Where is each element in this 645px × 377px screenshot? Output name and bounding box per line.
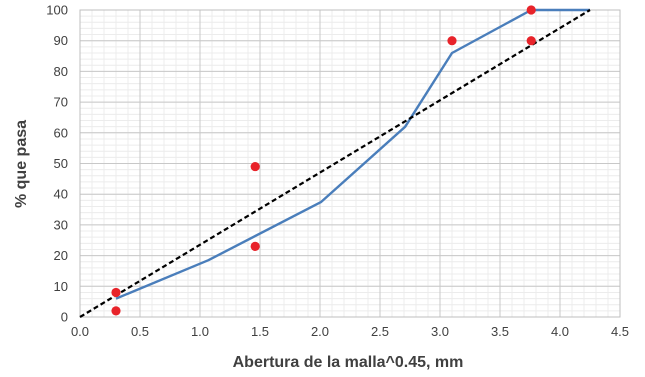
data-point	[447, 36, 457, 46]
y-tick-label: 60	[54, 125, 68, 140]
x-tick-label: 0.0	[71, 324, 89, 339]
major-grid	[79, 9, 621, 318]
x-tick-label: 2.0	[311, 324, 329, 339]
x-tick-label: 2.5	[371, 324, 389, 339]
data-point	[250, 241, 260, 251]
data-point	[250, 161, 260, 172]
tick-labels: 0.0 0.5 1.0 1.5 2.0 2.5 3.0 3.5 4.0 4.5 0 10 20 30 40 5…	[46, 3, 629, 340]
x-tick-label: 1.5	[251, 324, 269, 339]
y-tick-label: 20	[54, 248, 68, 263]
y-tick-label: 40	[54, 187, 68, 202]
data-point	[111, 306, 121, 316]
x-tick-label: 3.5	[491, 324, 509, 339]
axes	[79, 9, 621, 318]
x-tick-label: 1.0	[191, 324, 209, 339]
y-tick-label: 90	[54, 33, 68, 48]
y-tick-label: 30	[54, 217, 68, 232]
y-tick-label: 70	[54, 95, 68, 110]
plot-area-border	[79, 9, 621, 318]
data-point	[526, 36, 536, 46]
y-tick-label: 50	[54, 156, 68, 171]
x-tick-label: 4.5	[611, 324, 629, 339]
x-tick-label: 0.5	[131, 324, 149, 339]
data-point	[111, 287, 121, 298]
y-tick-label: 0	[61, 310, 68, 325]
data-point	[526, 5, 536, 15]
maximum-density-line	[79, 9, 591, 318]
y-tick-label: 100	[46, 3, 68, 18]
x-tick-label: 4.0	[551, 324, 569, 339]
y-axis-title: % que pasa	[13, 120, 30, 208]
y-tick-label: 10	[54, 279, 68, 294]
x-tick-label: 3.0	[431, 324, 449, 339]
y-tick-label: 80	[54, 64, 68, 79]
series-layer	[79, 5, 591, 318]
x-axis-title: Abertura de la malla^0.45, mm	[233, 354, 464, 371]
